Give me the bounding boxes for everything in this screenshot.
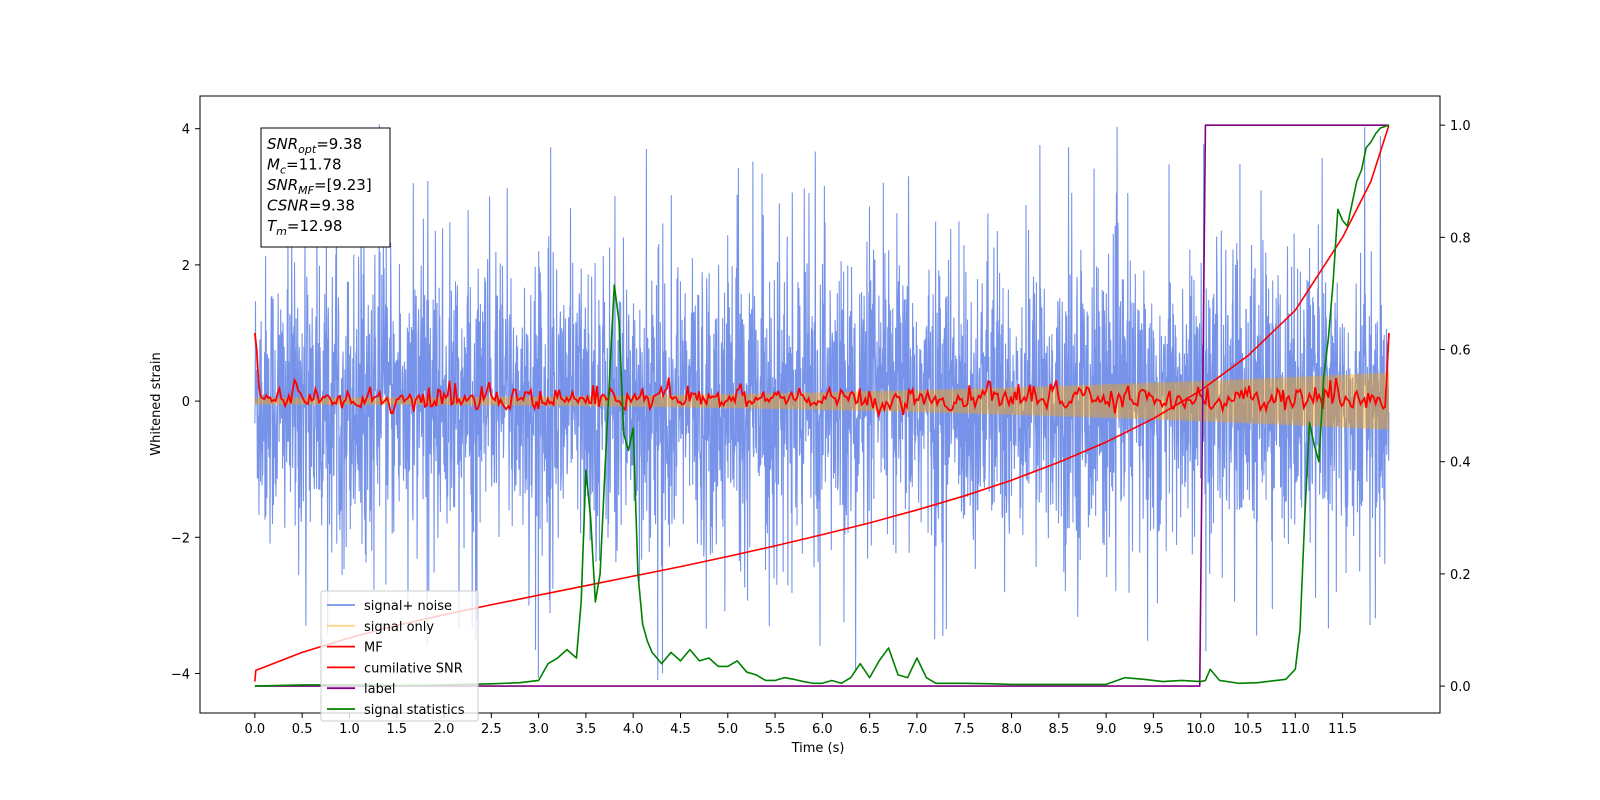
x-tick-label: 3.5 xyxy=(576,722,597,737)
signal-statistics-line xyxy=(254,124,1390,687)
y2-tick-label: 1.0 xyxy=(1450,119,1471,134)
legend-item: signal only xyxy=(327,620,434,635)
x-tick-label: 7.0 xyxy=(907,722,928,737)
y-axis-right: 0.0 0.2 0.4 0.6 0.8 1.0 xyxy=(1440,119,1471,695)
y-tick-label: −4 xyxy=(171,668,190,683)
x-tick-label: 4.0 xyxy=(623,722,644,737)
y-axis-left: −4 −2 0 2 4 xyxy=(171,123,200,683)
info-box: SNRopt=9.38Mc=11.78SNRMF=[9.23]CSNR=9.38… xyxy=(260,127,391,248)
series-label xyxy=(254,124,1389,687)
x-tick-label: 2.5 xyxy=(481,722,502,737)
x-tick-label: 5.0 xyxy=(717,722,738,737)
y-axis-label: Whitened strain xyxy=(149,352,164,455)
info-line: CSNR=9.38 xyxy=(267,197,355,215)
legend-label: label xyxy=(364,682,395,697)
legend-label: signal+ noise xyxy=(364,599,452,614)
info-line: Tm=12.98 xyxy=(267,217,342,238)
plot-frame xyxy=(199,95,1441,714)
y-tick-label: −2 xyxy=(171,531,190,546)
legend-label: signal only xyxy=(364,620,434,635)
legend-frame xyxy=(320,590,479,722)
y2-tick-label: 0.8 xyxy=(1450,231,1471,246)
label-line xyxy=(254,124,1389,687)
legend-label: signal statistics xyxy=(364,703,465,718)
x-tick-label: 3.0 xyxy=(528,722,549,737)
legend-item: label xyxy=(327,682,395,697)
x-tick-label: 10.5 xyxy=(1234,722,1263,737)
y-tick-label: 2 xyxy=(182,259,190,274)
y-tick-label: 0 xyxy=(182,395,190,410)
legend-label: cumilative SNR xyxy=(364,661,463,676)
y2-tick-label: 0.4 xyxy=(1450,456,1471,471)
x-tick-label: 9.0 xyxy=(1096,722,1117,737)
info-line: SNRMF=[9.23] xyxy=(267,176,372,197)
y-tick-label: 4 xyxy=(182,123,190,138)
info-line: SNRopt=9.38 xyxy=(267,135,362,156)
series-signal-noise xyxy=(254,124,1390,680)
y2-tick-label: 0.2 xyxy=(1450,568,1471,583)
info-box-frame xyxy=(260,127,391,248)
x-tick-label: 1.5 xyxy=(386,722,407,737)
legend-item: signal+ noise xyxy=(327,599,452,614)
x-tick-label: 10.0 xyxy=(1186,722,1215,737)
legend-label: MF xyxy=(364,641,383,656)
series-signal-statistics xyxy=(254,124,1390,687)
x-tick-label: 0.5 xyxy=(292,722,313,737)
legend-item: signal statistics xyxy=(327,703,465,718)
x-tick-label: 7.5 xyxy=(954,722,975,737)
x-axis: 0.0 0.5 1.0 1.5 2.0 2.5 3.0 3.5 4.0 4.5 5.0 5.5 6.0 6… xyxy=(245,713,1357,737)
y2-tick-label: 0.6 xyxy=(1450,344,1471,359)
x-tick-label: 1.0 xyxy=(339,722,360,737)
x-tick-label: 11.5 xyxy=(1328,722,1357,737)
series-mf xyxy=(253,332,1390,419)
signal-noise-line xyxy=(254,124,1390,680)
x-tick-label: 8.0 xyxy=(1001,722,1022,737)
x-tick-label: 8.5 xyxy=(1048,722,1069,737)
info-line: Mc=11.78 xyxy=(267,156,342,177)
legend-item: cumilative SNR xyxy=(327,661,463,676)
legend-item: MF xyxy=(327,641,383,656)
x-tick-label: 9.5 xyxy=(1143,722,1164,737)
y2-tick-label: 0.0 xyxy=(1450,680,1471,695)
x-tick-label: 2.0 xyxy=(434,722,455,737)
x-tick-label: 0.0 xyxy=(245,722,266,737)
x-tick-label: 5.5 xyxy=(765,722,786,737)
x-tick-label: 4.5 xyxy=(670,722,691,737)
mf-line xyxy=(253,332,1390,419)
x-tick-label: 6.5 xyxy=(859,722,880,737)
x-axis-label: Time (s) xyxy=(791,741,845,756)
x-tick-label: 11.0 xyxy=(1281,722,1310,737)
legend: signal+ noise signal only MF cumilative SNR… xyxy=(320,590,479,722)
x-tick-label: 6.0 xyxy=(812,722,833,737)
